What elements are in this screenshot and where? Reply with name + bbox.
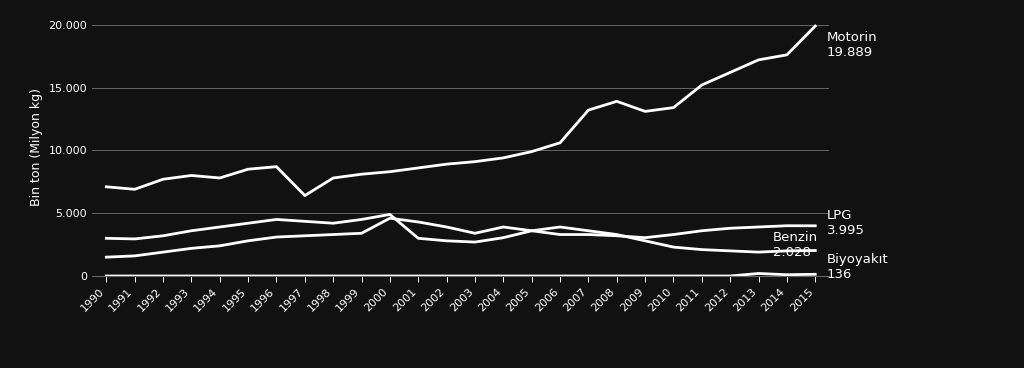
Text: Motorin
19.889: Motorin 19.889 (826, 31, 878, 59)
Text: Benzin
2.028: Benzin 2.028 (773, 231, 818, 259)
Y-axis label: Bin ton (Milyon kg): Bin ton (Milyon kg) (30, 88, 43, 206)
Text: Biyoyakıt
136: Biyoyakıt 136 (826, 253, 888, 281)
Text: LPG
3.995: LPG 3.995 (826, 209, 864, 237)
